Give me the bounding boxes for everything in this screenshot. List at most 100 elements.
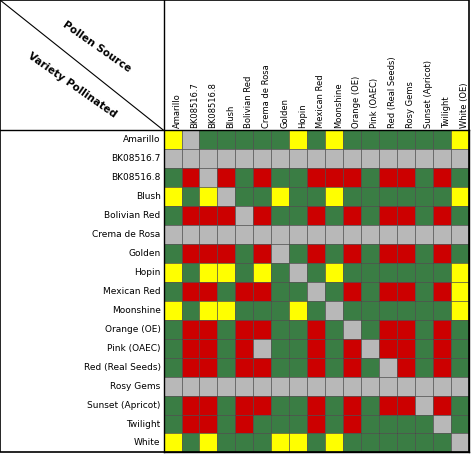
FancyBboxPatch shape [433, 225, 451, 244]
FancyBboxPatch shape [343, 339, 361, 358]
FancyBboxPatch shape [379, 358, 397, 377]
Text: Orange (OE): Orange (OE) [352, 76, 361, 128]
Text: Pollen Source: Pollen Source [61, 20, 133, 74]
FancyBboxPatch shape [325, 414, 343, 434]
FancyBboxPatch shape [164, 339, 182, 358]
FancyBboxPatch shape [182, 130, 200, 149]
FancyBboxPatch shape [361, 225, 379, 244]
FancyBboxPatch shape [218, 358, 236, 377]
FancyBboxPatch shape [415, 130, 433, 149]
FancyBboxPatch shape [182, 168, 200, 187]
FancyBboxPatch shape [254, 414, 272, 434]
FancyBboxPatch shape [164, 377, 182, 396]
FancyBboxPatch shape [164, 206, 182, 225]
FancyBboxPatch shape [218, 301, 236, 320]
Text: Mexican Red: Mexican Red [316, 74, 325, 128]
Text: Pink (OAEC): Pink (OAEC) [370, 78, 379, 128]
FancyBboxPatch shape [433, 187, 451, 206]
FancyBboxPatch shape [164, 187, 182, 206]
FancyBboxPatch shape [379, 434, 397, 452]
FancyBboxPatch shape [451, 263, 469, 282]
FancyBboxPatch shape [236, 339, 254, 358]
FancyBboxPatch shape [325, 282, 343, 301]
FancyBboxPatch shape [218, 377, 236, 396]
FancyBboxPatch shape [451, 149, 469, 168]
FancyBboxPatch shape [182, 434, 200, 452]
Text: Mexican Red: Mexican Red [103, 287, 161, 296]
FancyBboxPatch shape [218, 282, 236, 301]
FancyBboxPatch shape [290, 301, 308, 320]
FancyBboxPatch shape [308, 244, 325, 263]
FancyBboxPatch shape [218, 320, 236, 339]
Text: Amarillo: Amarillo [173, 94, 182, 128]
FancyBboxPatch shape [200, 396, 218, 414]
FancyBboxPatch shape [343, 225, 361, 244]
FancyBboxPatch shape [254, 244, 272, 263]
FancyBboxPatch shape [308, 434, 325, 452]
Text: Moonshine: Moonshine [334, 83, 343, 128]
FancyBboxPatch shape [397, 282, 415, 301]
FancyBboxPatch shape [290, 396, 308, 414]
FancyBboxPatch shape [379, 130, 397, 149]
FancyBboxPatch shape [451, 377, 469, 396]
FancyBboxPatch shape [182, 187, 200, 206]
FancyBboxPatch shape [433, 434, 451, 452]
FancyBboxPatch shape [200, 414, 218, 434]
FancyBboxPatch shape [308, 282, 325, 301]
FancyBboxPatch shape [290, 358, 308, 377]
FancyBboxPatch shape [397, 244, 415, 263]
FancyBboxPatch shape [343, 434, 361, 452]
FancyBboxPatch shape [397, 434, 415, 452]
FancyBboxPatch shape [308, 206, 325, 225]
FancyBboxPatch shape [164, 263, 182, 282]
FancyBboxPatch shape [200, 206, 218, 225]
Text: Pink (OAEC): Pink (OAEC) [107, 344, 161, 353]
FancyBboxPatch shape [272, 206, 290, 225]
FancyBboxPatch shape [272, 149, 290, 168]
FancyBboxPatch shape [361, 434, 379, 452]
Text: Variety Pollinated: Variety Pollinated [26, 51, 118, 120]
FancyBboxPatch shape [290, 377, 308, 396]
FancyBboxPatch shape [254, 358, 272, 377]
Text: Blush: Blush [136, 192, 161, 201]
FancyBboxPatch shape [343, 130, 361, 149]
FancyBboxPatch shape [451, 168, 469, 187]
FancyBboxPatch shape [308, 358, 325, 377]
FancyBboxPatch shape [451, 414, 469, 434]
FancyBboxPatch shape [272, 414, 290, 434]
FancyBboxPatch shape [361, 206, 379, 225]
FancyBboxPatch shape [236, 434, 254, 452]
FancyBboxPatch shape [254, 377, 272, 396]
Text: Rosy Gems: Rosy Gems [406, 81, 415, 128]
Text: Blush: Blush [227, 105, 236, 128]
FancyBboxPatch shape [200, 320, 218, 339]
FancyBboxPatch shape [182, 263, 200, 282]
FancyBboxPatch shape [254, 434, 272, 452]
Text: Moonshine: Moonshine [112, 306, 161, 315]
FancyBboxPatch shape [433, 130, 451, 149]
FancyBboxPatch shape [308, 396, 325, 414]
FancyBboxPatch shape [200, 130, 218, 149]
FancyBboxPatch shape [379, 414, 397, 434]
FancyBboxPatch shape [290, 434, 308, 452]
FancyBboxPatch shape [325, 320, 343, 339]
FancyBboxPatch shape [272, 187, 290, 206]
FancyBboxPatch shape [218, 263, 236, 282]
FancyBboxPatch shape [254, 206, 272, 225]
FancyBboxPatch shape [290, 225, 308, 244]
FancyBboxPatch shape [397, 149, 415, 168]
FancyBboxPatch shape [415, 396, 433, 414]
FancyBboxPatch shape [433, 282, 451, 301]
FancyBboxPatch shape [290, 244, 308, 263]
FancyBboxPatch shape [218, 244, 236, 263]
FancyBboxPatch shape [397, 168, 415, 187]
FancyBboxPatch shape [200, 263, 218, 282]
FancyBboxPatch shape [415, 206, 433, 225]
FancyBboxPatch shape [164, 225, 182, 244]
FancyBboxPatch shape [433, 414, 451, 434]
FancyBboxPatch shape [361, 263, 379, 282]
FancyBboxPatch shape [397, 377, 415, 396]
Text: Red (Real Seeds): Red (Real Seeds) [388, 57, 397, 128]
FancyBboxPatch shape [361, 396, 379, 414]
FancyBboxPatch shape [218, 187, 236, 206]
